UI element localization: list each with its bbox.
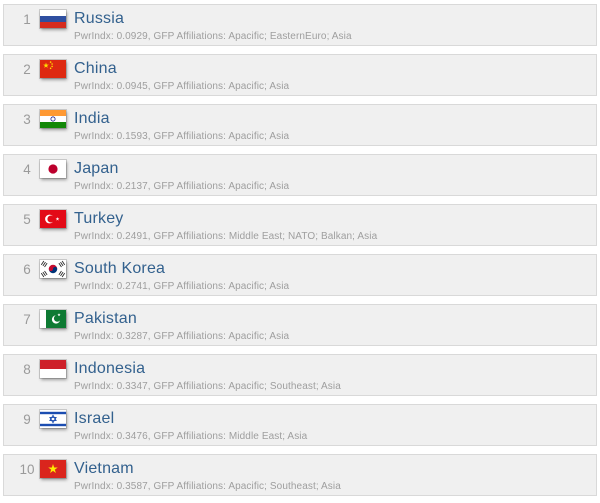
indonesia-flag-icon[interactable] [40,360,66,378]
vietnam-flag-icon[interactable] [40,460,66,478]
power-index-details: PwrIndx: 0.2491, GFP Affiliations: Middl… [74,231,378,242]
rank-row: 5 Turkey PwrIndx: 0.2491, GFP Affiliatio… [3,204,597,246]
india-flag-icon[interactable] [40,110,66,128]
power-index-details: PwrIndx: 0.2741, GFP Affiliations: Apaci… [74,281,290,292]
rank-row: 2 China PwrIndx: 0.0945, GFP Affiliation… [3,54,597,96]
power-index-details: PwrIndx: 0.3587, GFP Affiliations: Apaci… [74,481,341,492]
power-index-details: PwrIndx: 0.2137, GFP Affiliations: Apaci… [74,181,290,192]
row-info: South Korea PwrIndx: 0.2741, GFP Affilia… [74,260,289,292]
power-index-details: PwrIndx: 0.3476, GFP Affiliations: Middl… [74,431,308,442]
country-link[interactable]: Turkey [74,210,124,227]
rank-number: 6 [23,262,31,277]
power-index-details: PwrIndx: 0.3287, GFP Affiliations: Apaci… [74,331,290,342]
row-info: India PwrIndx: 0.1593, GFP Affiliations:… [74,110,289,142]
china-flag-icon[interactable] [40,60,66,78]
row-info: Russia PwrIndx: 0.0929, GFP Affiliations… [74,10,352,42]
rank-row: 7 Pakistan PwrIndx: 0.3287, GFP Affiliat… [3,304,597,346]
rank-row: 3 India PwrIndx: 0.1593, GFP Affiliation… [3,104,597,146]
rank-row: 8 Indonesia PwrIndx: 0.3347, GFP Affilia… [3,354,597,396]
israel-flag-icon[interactable] [40,410,66,428]
row-info: Japan PwrIndx: 0.2137, GFP Affiliations:… [74,160,289,192]
turkey-flag-icon[interactable] [40,210,66,228]
row-info: Israel PwrIndx: 0.3476, GFP Affiliations… [74,410,307,442]
rank-row: 6 [3,254,597,296]
south-korea-flag-icon[interactable] [40,260,66,278]
rank-number: 7 [23,312,31,327]
russia-flag-icon[interactable] [40,10,66,28]
rank-number: 9 [23,412,31,427]
rank-number: 1 [23,12,31,27]
country-link[interactable]: South Korea [74,260,166,277]
row-info: Vietnam PwrIndx: 0.3587, GFP Affiliation… [74,460,341,492]
power-index-details: PwrIndx: 0.1593, GFP Affiliations: Apaci… [74,131,290,142]
country-link[interactable]: India [74,110,110,127]
power-index-details: PwrIndx: 0.3347, GFP Affiliations: Apaci… [74,381,341,392]
country-link[interactable]: Japan [74,160,119,177]
rank-number: 2 [23,62,31,77]
rank-row: 1 Russia PwrIndx: 0.0929, GFP Affiliatio… [3,4,597,46]
pakistan-flag-icon[interactable] [40,310,66,328]
rank-number: 10 [19,462,35,477]
rank-number: 3 [23,112,31,127]
rank-number: 8 [23,362,31,377]
power-index-details: PwrIndx: 0.0945, GFP Affiliations: Apaci… [74,81,290,92]
country-link[interactable]: China [74,60,117,77]
country-link[interactable]: Vietnam [74,460,134,477]
country-link[interactable]: Pakistan [74,310,137,327]
rank-row: 4 Japan PwrIndx: 0.2137, GFP Affiliation… [3,154,597,196]
row-info: Pakistan PwrIndx: 0.3287, GFP Affiliatio… [74,310,289,342]
country-link[interactable]: Russia [74,10,125,27]
country-link[interactable]: Indonesia [74,360,146,377]
rank-number: 5 [23,212,31,227]
country-link[interactable]: Israel [74,410,115,427]
row-info: Indonesia PwrIndx: 0.3347, GFP Affiliati… [74,360,341,392]
power-index-details: PwrIndx: 0.0929, GFP Affiliations: Apaci… [74,31,352,42]
row-info: China PwrIndx: 0.0945, GFP Affiliations:… [74,60,289,92]
japan-flag-icon[interactable] [40,160,66,178]
row-info: Turkey PwrIndx: 0.2491, GFP Affiliations… [74,210,377,242]
rank-row: 9 Israel PwrIndx: 0.3476, GFP Affiliatio… [3,404,597,446]
rank-row: 10 Vietnam PwrIndx: 0.3587, GFP Affiliat… [3,454,597,496]
rank-number: 4 [23,162,31,177]
